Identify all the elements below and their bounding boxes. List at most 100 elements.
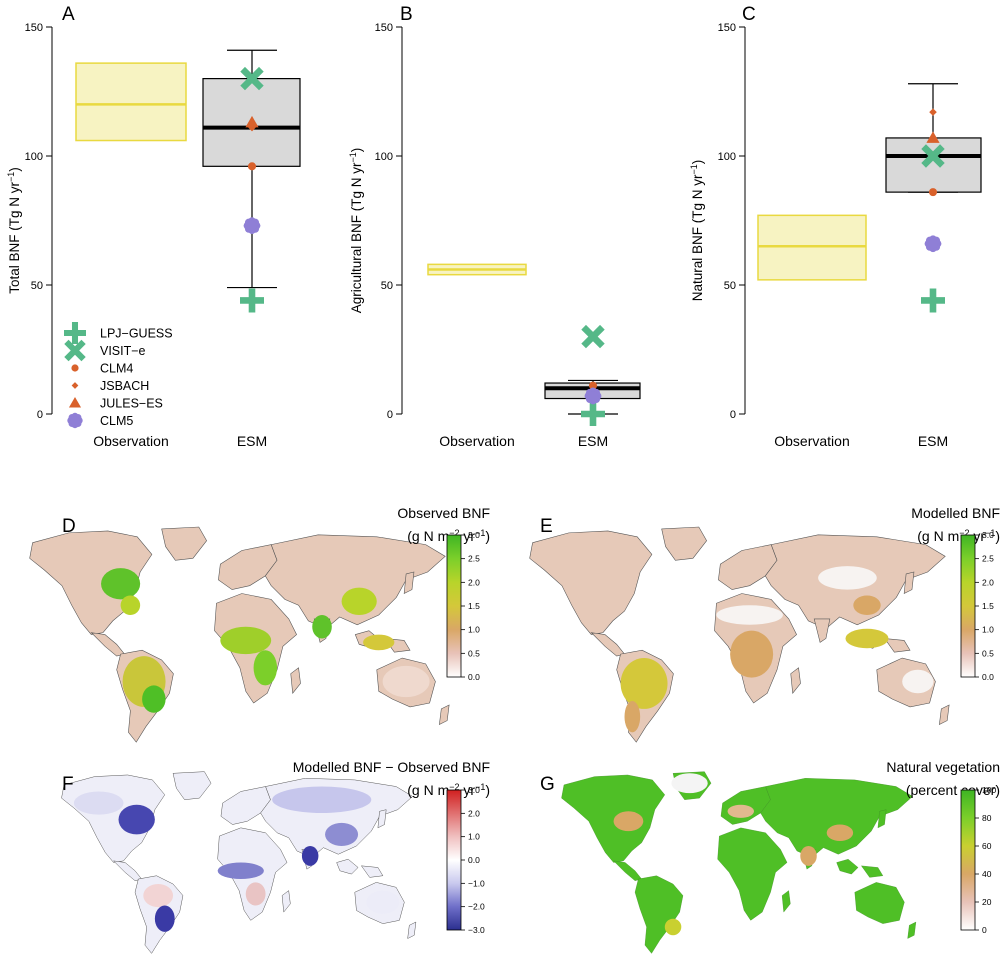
model-point-plus: [921, 288, 945, 313]
colorbar-tick-label: 100: [982, 785, 996, 795]
map-natural-vegetation: [562, 772, 916, 954]
panel-letter-b: B: [400, 4, 413, 25]
legend-label: JSBACH: [100, 379, 149, 393]
y-axis-label: Agricultural BNF (Tg N yr−1): [348, 148, 364, 314]
legend-marker-flower: [67, 412, 83, 429]
colorbar-gradient: [446, 789, 462, 931]
model-point-plus: [581, 402, 605, 426]
colorbar-tick-label: 2.5: [982, 554, 994, 564]
colorbar-tick-label: 1.0: [468, 625, 480, 635]
colorbar-tick-label: 3.0: [468, 785, 480, 795]
map-e-title: Modelled BNF: [911, 505, 1000, 521]
panel-b-agricultural-bnf: 0 50 100 150 Agricultural BNF (Tg N yr−1) Obs…: [348, 22, 641, 449]
colorbar-tick-label: 1.0: [982, 625, 994, 635]
y-tick-label: 100: [375, 151, 393, 163]
colorbar-tick-label: 0.5: [982, 648, 994, 658]
observation-range-box: [757, 214, 867, 281]
x-category-observation: Observation: [93, 433, 168, 449]
model-point-diamond: [929, 108, 937, 116]
colorbar-tick-label: 0.0: [468, 855, 480, 865]
map-f-title: Modelled BNF − Observed BNF: [293, 759, 490, 775]
colorbar-tick-label: 2.0: [468, 577, 480, 587]
colorbar-tick-label: 0.0: [468, 672, 480, 682]
colorbar-tick-label: 0: [982, 925, 987, 935]
colorbar-tick-label: 3.0: [468, 530, 480, 540]
legend-label: LPJ−GUESS: [100, 327, 173, 341]
legend-marker-plus: [64, 322, 86, 344]
x-category-esm: ESM: [578, 433, 608, 449]
y-tick-label: 0: [37, 409, 43, 421]
colorbar-observed-bnf: 0.0 0.5 1.0 1.5 2.0 2.5 3.0: [446, 530, 480, 682]
legend-label: CLM4: [100, 362, 133, 376]
x-category-esm: ESM: [237, 433, 267, 449]
legend-marker-triangle: [68, 396, 82, 408]
model-point-flower: [924, 235, 942, 253]
legend-label: VISIT−e: [100, 344, 146, 358]
model-point-flower: [243, 217, 261, 235]
map-f-units: (g N m−2 yr−1): [407, 782, 490, 798]
panel-letter-a: A: [62, 4, 75, 25]
map-d-title: Observed BNF: [397, 505, 490, 521]
legend-marker-x: [64, 339, 86, 362]
colorbar-modelled-bnf: 0.0 0.5 1.0 1.5 2.0 2.5 3.0: [960, 530, 994, 682]
esm-box: [885, 137, 982, 193]
map-g-title: Natural vegetation: [886, 759, 1000, 775]
colorbar-tick-label: 2.0: [982, 577, 994, 587]
model-point-triangle: [926, 131, 940, 143]
y-tick-label: 0: [387, 409, 393, 421]
colorbar-tick-label: 0.0: [982, 672, 994, 682]
colorbar-tick-label: 60: [982, 841, 992, 851]
model-point-x: [921, 144, 945, 168]
y-tick-label: 150: [375, 22, 393, 34]
y-tick-label: 100: [718, 151, 736, 163]
x-category-esm: ESM: [918, 433, 948, 449]
legend-marker-circle: [71, 364, 79, 372]
model-point-x: [581, 324, 605, 349]
colorbar-tick-label: 2.5: [468, 554, 480, 564]
y-axis-label: Total BNF (Tg N yr−1): [6, 167, 22, 294]
colorbar-tick-label: −3.0: [468, 925, 485, 935]
x-category-observation: Observation: [439, 433, 514, 449]
y-tick-label: 100: [25, 151, 43, 163]
colorbar-gradient: [960, 534, 976, 678]
observation-range-box: [75, 62, 187, 142]
colorbar-tick-label: −1.0: [468, 878, 485, 888]
model-point-plus: [240, 288, 264, 313]
x-category-observation: Observation: [774, 433, 849, 449]
map-observed-bnf: [30, 527, 449, 742]
model-point-circle: [247, 162, 257, 171]
map-g-units: (percent cover): [906, 782, 1000, 798]
colorbar-tick-label: 3.0: [982, 530, 994, 540]
panel-letter-c: C: [742, 4, 756, 25]
map-panels: [30, 527, 949, 953]
colorbar-tick-label: 40: [982, 869, 992, 879]
y-tick-label: 50: [31, 280, 43, 292]
model-point-triangle: [245, 115, 259, 128]
panel-letter-d: D: [62, 516, 76, 537]
colorbar-natural-vegetation: 0 20 40 60 80 100: [960, 785, 996, 935]
colorbar-tick-label: 1.0: [468, 832, 480, 842]
colorbar-tick-label: −2.0: [468, 902, 485, 912]
map-d-units: (g N m−2 yr−1): [407, 528, 490, 544]
colorbar-tick-label: 2.0: [468, 808, 480, 818]
colorbar-tick-label: 0.5: [468, 648, 480, 658]
colorbar-tick-label: 20: [982, 897, 992, 907]
legend-marker-diamond: [71, 382, 79, 389]
colorbar-gradient: [446, 534, 462, 678]
panel-letter-e: E: [540, 516, 553, 537]
map-difference-bnf: [62, 772, 416, 954]
y-tick-label: 150: [25, 22, 43, 34]
panel-c-natural-bnf: 0 50 100 150 Natural BNF (Tg N yr−1) Observat…: [689, 22, 982, 449]
map-modelled-bnf: [530, 527, 949, 742]
y-tick-label: 0: [730, 409, 736, 421]
y-axis-label: Natural BNF (Tg N yr−1): [689, 160, 705, 302]
panel-letter-f: F: [62, 774, 74, 795]
model-point-flower: [584, 387, 602, 405]
y-tick-label: 50: [381, 280, 393, 292]
model-legend: LPJ−GUESS VISIT−e CLM4 JSBACH JULES−ES CLM5: [64, 322, 173, 429]
model-point-circle: [928, 188, 938, 197]
panel-letter-g: G: [540, 774, 555, 795]
colorbar-tick-label: 80: [982, 813, 992, 823]
colorbar-tick-label: 1.5: [982, 601, 994, 611]
